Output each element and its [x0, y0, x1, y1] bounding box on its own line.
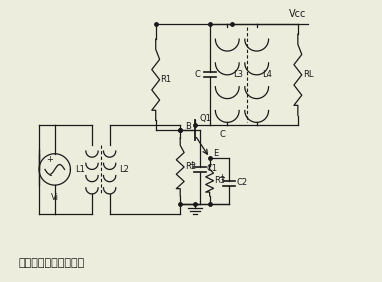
Text: +: + — [218, 173, 225, 182]
Text: L3: L3 — [233, 70, 243, 79]
Text: R1: R1 — [160, 75, 172, 84]
Text: L1: L1 — [75, 165, 85, 174]
Text: +: + — [189, 160, 196, 169]
Text: L2: L2 — [120, 165, 129, 174]
Text: C1: C1 — [207, 164, 218, 173]
Text: RL: RL — [303, 70, 313, 79]
Text: B: B — [185, 122, 191, 131]
Text: C: C — [195, 70, 201, 79]
Text: -: - — [48, 170, 52, 180]
Text: Vcc: Vcc — [289, 9, 306, 19]
Text: R2: R2 — [185, 162, 196, 171]
Text: C2: C2 — [236, 178, 247, 187]
Text: L4: L4 — [262, 70, 272, 79]
Text: Vi: Vi — [51, 193, 59, 202]
Text: C: C — [219, 130, 225, 139]
Text: R3: R3 — [215, 176, 226, 185]
Text: 选频（带通）放大电路: 选频（带通）放大电路 — [18, 257, 85, 268]
Text: E: E — [214, 149, 219, 158]
Text: Q1: Q1 — [200, 114, 212, 123]
Text: +: + — [46, 155, 53, 164]
